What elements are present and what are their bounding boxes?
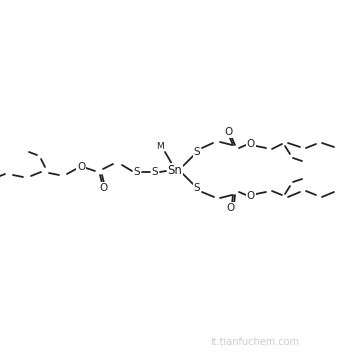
Text: O: O: [225, 127, 233, 137]
Text: S: S: [152, 167, 158, 177]
Text: Sn: Sn: [167, 163, 183, 176]
Text: S: S: [134, 167, 140, 177]
Text: M: M: [156, 141, 164, 150]
Text: M: M: [156, 141, 164, 150]
Text: it.tianfuchem.com: it.tianfuchem.com: [211, 337, 300, 347]
Text: O: O: [247, 191, 255, 201]
Text: S: S: [194, 183, 200, 193]
Text: S: S: [194, 147, 200, 157]
Text: Sn: Sn: [167, 163, 183, 176]
Text: O: O: [77, 162, 85, 172]
Text: O: O: [247, 139, 255, 149]
Text: O: O: [99, 183, 107, 193]
Text: O: O: [227, 203, 235, 213]
